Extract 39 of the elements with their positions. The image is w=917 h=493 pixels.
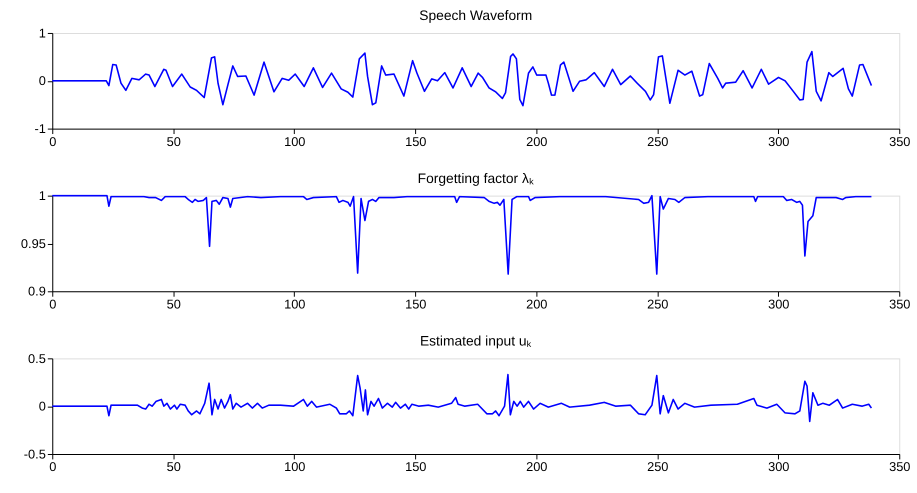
y-tick-label: 1: [38, 188, 46, 204]
x-tick-label: 350: [889, 134, 910, 149]
x-tick-label: 50: [166, 134, 181, 149]
chart-title: Speech Waveform: [419, 8, 532, 24]
x-tick-label: 250: [647, 134, 668, 149]
x-tick-label: 150: [405, 459, 426, 474]
y-tick-label: -0.5: [24, 446, 46, 462]
x-tick-label: 250: [647, 296, 668, 312]
x-tick-label: 100: [284, 134, 306, 149]
x-tick-label: 100: [284, 459, 306, 474]
x-tick-label: 100: [284, 296, 306, 312]
chart-title: Forgetting factor λₖ: [418, 170, 534, 186]
x-tick-label: 250: [647, 459, 668, 474]
x-tick-label: 300: [768, 459, 790, 474]
x-tick-label: 200: [526, 459, 548, 474]
line-series: [51, 194, 872, 275]
x-tick-label: 50: [166, 296, 181, 312]
y-tick-label: 0: [38, 73, 46, 88]
x-tick-label: 0: [49, 134, 56, 149]
x-tick-label: 0: [49, 296, 56, 312]
x-tick-label: 150: [405, 296, 426, 312]
y-tick-label: 0.5: [28, 350, 46, 366]
x-tick-label: 150: [405, 134, 426, 149]
y-tick-label: 0: [38, 398, 46, 414]
line-series: [51, 374, 872, 422]
x-tick-label: 200: [526, 296, 548, 312]
x-tick-label: 50: [166, 459, 181, 474]
x-tick-label: 300: [768, 134, 790, 149]
x-tick-label: 350: [889, 296, 910, 312]
x-tick-label: 350: [889, 459, 910, 474]
y-tick-label: 1: [38, 25, 46, 40]
y-tick-label: -1: [34, 121, 46, 136]
y-tick-label: 0.95: [20, 236, 46, 251]
x-tick-label: 0: [49, 459, 56, 474]
y-tick-label: 0.9: [28, 284, 46, 299]
chart-title: Estimated input uₖ: [420, 334, 532, 349]
line-series: [51, 50, 872, 106]
x-tick-label: 200: [526, 134, 548, 149]
x-tick-label: 300: [768, 296, 790, 312]
